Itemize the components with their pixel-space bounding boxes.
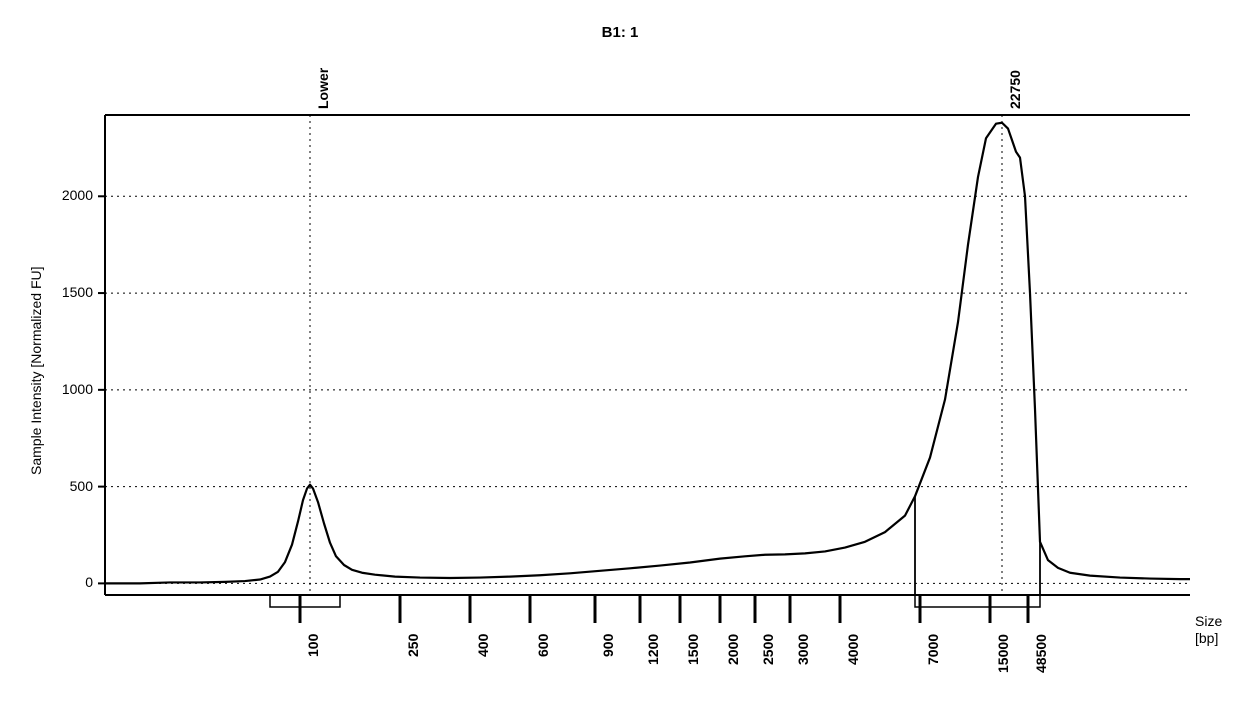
x-tick-label: 2000 bbox=[725, 634, 741, 665]
x-tick-label: 600 bbox=[535, 634, 551, 657]
x-tick-label: 1200 bbox=[645, 634, 661, 665]
y-tick-label: 1000 bbox=[0, 381, 93, 397]
x-tick-label: 1500 bbox=[685, 634, 701, 665]
peak-label: 22750 bbox=[1007, 70, 1023, 109]
y-tick-label: 0 bbox=[0, 574, 93, 590]
x-tick-label: 250 bbox=[405, 634, 421, 657]
x-tick-label: 7000 bbox=[925, 634, 941, 665]
y-tick-label: 1500 bbox=[0, 284, 93, 300]
y-tick-label: 500 bbox=[0, 478, 93, 494]
electropherogram-chart bbox=[0, 0, 1240, 712]
x-tick-label: 100 bbox=[305, 634, 321, 657]
peak-label: Lower bbox=[315, 68, 331, 109]
x-tick-label: 15000 bbox=[995, 634, 1011, 673]
y-tick-label: 2000 bbox=[0, 187, 93, 203]
x-tick-label: 3000 bbox=[795, 634, 811, 665]
x-tick-label: 4000 bbox=[845, 634, 861, 665]
x-tick-label: 2500 bbox=[760, 634, 776, 665]
x-tick-label: 400 bbox=[475, 634, 491, 657]
x-tick-label: 48500 bbox=[1033, 634, 1049, 673]
x-tick-label: 900 bbox=[600, 634, 616, 657]
